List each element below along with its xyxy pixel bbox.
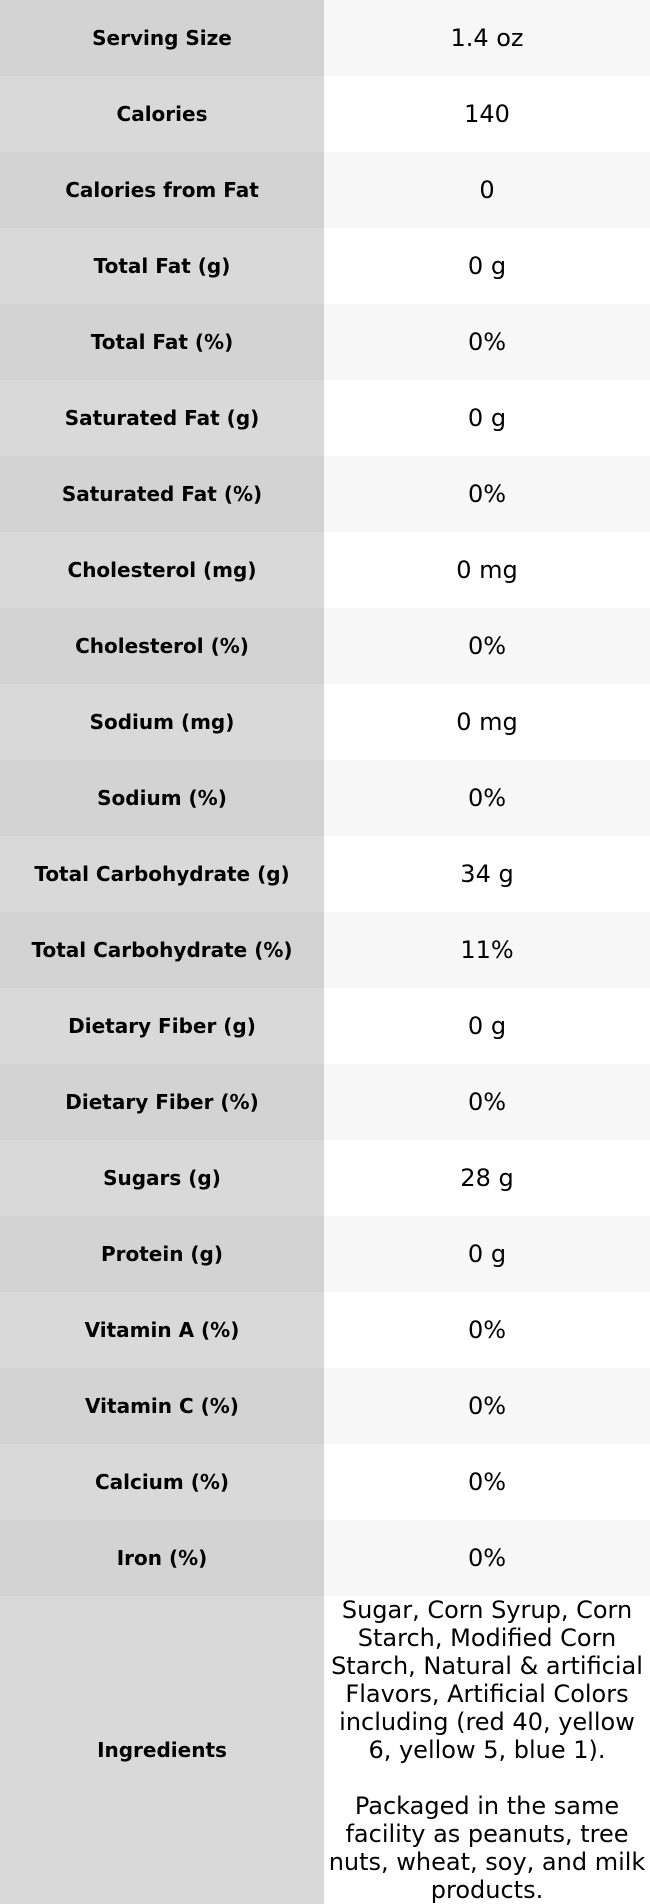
row-value: 0% [324,456,650,532]
row-label: Sodium (mg) [0,684,324,760]
row-label: Total Fat (%) [0,304,324,380]
row: Vitamin C (%) 0% [0,1368,650,1444]
row: Serving Size 1.4 oz [0,0,650,76]
row-value: 0% [324,1368,650,1444]
row-label: Serving Size [0,0,324,76]
row-label: Total Fat (g) [0,228,324,304]
row-value: 11% [324,912,650,988]
ingredients-text: Packaged in the same facility as peanuts… [328,1792,646,1904]
row: Dietary Fiber (%) 0% [0,1064,650,1140]
ingredients-row: Ingredients Sugar, Corn Syrup, Corn Starc… [0,1596,650,1904]
ingredients-value: Sugar, Corn Syrup, Corn Starch, Modified… [324,1596,650,1904]
row-label: Ingredients [0,1596,324,1904]
row-label: Cholesterol (mg) [0,532,324,608]
row-label: Calories from Fat [0,152,324,228]
row-label: Saturated Fat (g) [0,380,324,456]
row-value: 0 mg [324,684,650,760]
row-value: 0 [324,152,650,228]
row-value: 1.4 oz [324,0,650,76]
row-value: 0% [324,608,650,684]
row-value: 140 [324,76,650,152]
row-label: Total Carbohydrate (g) [0,836,324,912]
row: Cholesterol (%) 0% [0,608,650,684]
row: Sugars (g) 28 g [0,1140,650,1216]
row: Calories from Fat 0 [0,152,650,228]
row: Saturated Fat (g) 0 g [0,380,650,456]
row: Calcium (%) 0% [0,1444,650,1520]
row-label: Saturated Fat (%) [0,456,324,532]
row-label: Dietary Fiber (%) [0,1064,324,1140]
row-label: Cholesterol (%) [0,608,324,684]
row-value: 0% [324,1444,650,1520]
row: Saturated Fat (%) 0% [0,456,650,532]
row: Total Carbohydrate (%) 11% [0,912,650,988]
row-label: Vitamin A (%) [0,1292,324,1368]
row: Total Carbohydrate (g) 34 g [0,836,650,912]
row-label: Sugars (g) [0,1140,324,1216]
row-label: Dietary Fiber (g) [0,988,324,1064]
row-value: 34 g [324,836,650,912]
row-value: 0 g [324,1216,650,1292]
row-value: 0% [324,304,650,380]
row: Sodium (%) 0% [0,760,650,836]
row: Total Fat (g) 0 g [0,228,650,304]
row-value: 0% [324,1292,650,1368]
row-value: 0 g [324,988,650,1064]
row: Total Fat (%) 0% [0,304,650,380]
row-value: 0 g [324,228,650,304]
row-value: 0% [324,1064,650,1140]
row-label: Vitamin C (%) [0,1368,324,1444]
row-value: 28 g [324,1140,650,1216]
row: Iron (%) 0% [0,1520,650,1596]
row-value: 0 mg [324,532,650,608]
row-value: 0% [324,760,650,836]
row-label: Calcium (%) [0,1444,324,1520]
row-value: 0 g [324,380,650,456]
row-label: Calories [0,76,324,152]
ingredients-text: Sugar, Corn Syrup, Corn Starch, Modified… [331,1596,643,1764]
row: Dietary Fiber (g) 0 g [0,988,650,1064]
row: Sodium (mg) 0 mg [0,684,650,760]
row: Vitamin A (%) 0% [0,1292,650,1368]
row: Cholesterol (mg) 0 mg [0,532,650,608]
row-label: Protein (g) [0,1216,324,1292]
row: Protein (g) 0 g [0,1216,650,1292]
row-label: Sodium (%) [0,760,324,836]
row-label: Iron (%) [0,1520,324,1596]
row: Calories 140 [0,76,650,152]
row-label: Total Carbohydrate (%) [0,912,324,988]
row-value: 0% [324,1520,650,1596]
